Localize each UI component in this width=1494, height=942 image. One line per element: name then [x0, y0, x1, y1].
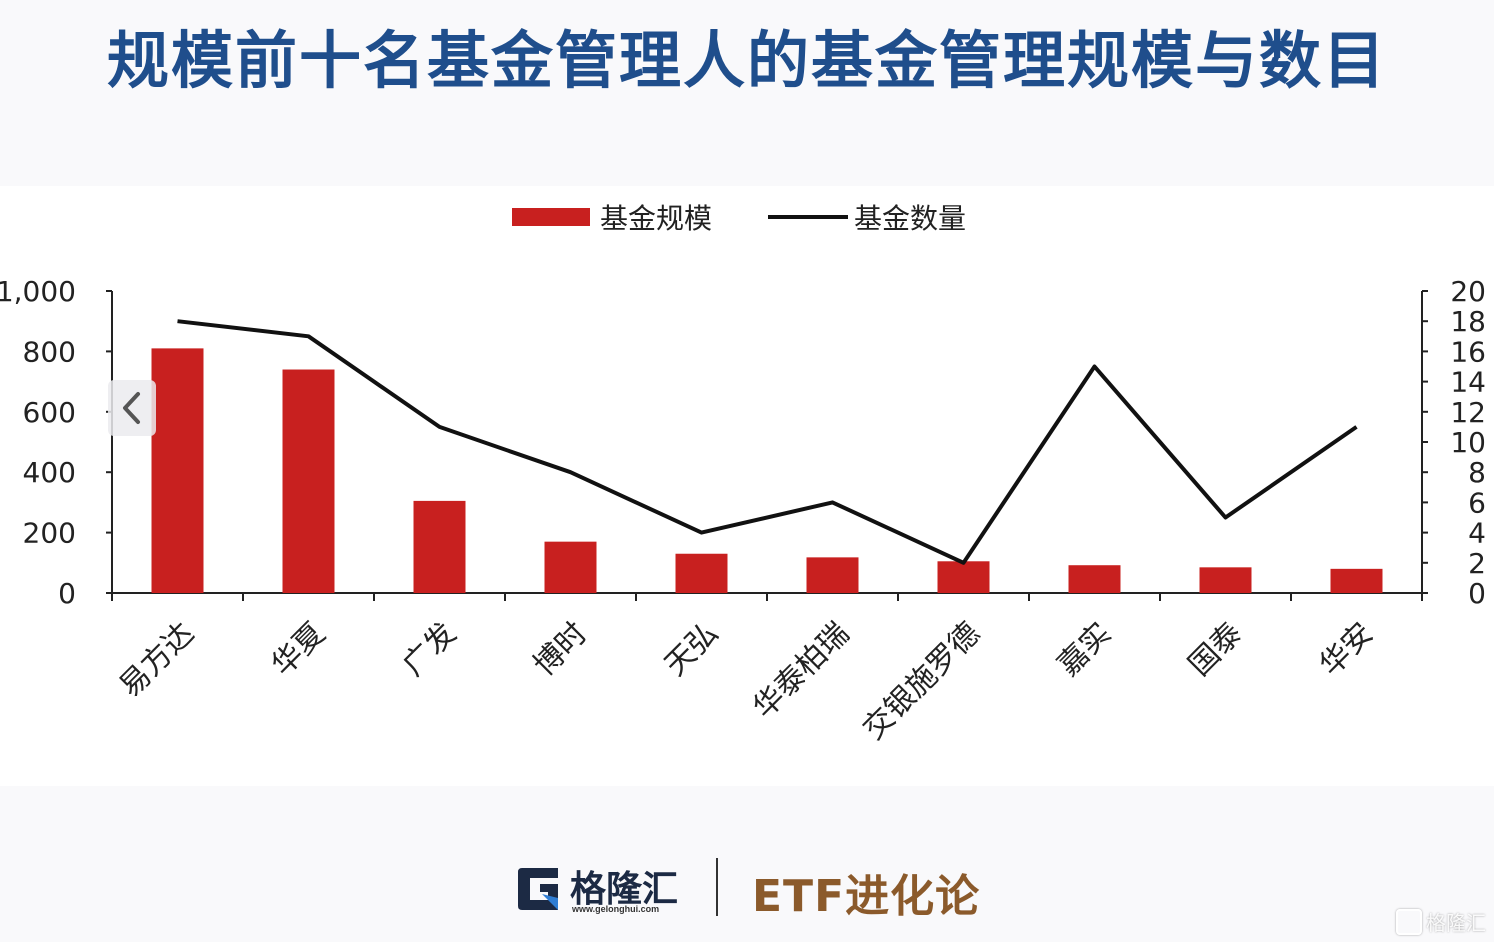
x-axis-category-label: 博时: [527, 616, 594, 683]
gelonghui-logo-icon: [518, 868, 558, 910]
footer-divider: [716, 858, 718, 916]
bar: [1068, 565, 1121, 593]
x-axis-category-label: 华安: [1313, 616, 1380, 683]
chart-line: [177, 319, 1358, 565]
bar: [937, 561, 990, 593]
x-axis-category-label: 嘉实: [1051, 616, 1118, 683]
right-axis-tick-label: 20: [1450, 275, 1486, 308]
bar: [1199, 567, 1252, 593]
chevron-left-icon: [123, 392, 140, 424]
x-axis-category-label: 易方达: [113, 616, 201, 704]
x-axis-category-label: 天弘: [658, 616, 725, 683]
right-axis-tick-label: 12: [1450, 396, 1486, 429]
footer: 格隆汇 www.gelonghui.com ETF进化论: [0, 840, 1494, 940]
bar: [544, 541, 597, 593]
bar: [806, 557, 859, 593]
right-axis-tick-label: 0: [1468, 577, 1486, 610]
chart-legend: 基金规模 基金数量: [512, 202, 966, 235]
bar: [1330, 568, 1383, 593]
line-series: [177, 319, 1358, 565]
legend-label: 基金规模: [600, 202, 712, 235]
right-axis-tick-label: 14: [1450, 366, 1486, 399]
bar: [675, 553, 728, 593]
left-axis-tick-label: 0: [58, 577, 76, 610]
left-axis-tick-label: 400: [23, 456, 76, 489]
chart-panel: [0, 186, 1494, 786]
x-axis-category-label: 广发: [396, 616, 463, 683]
right-axis-tick-label: 8: [1468, 456, 1486, 489]
x-axis-category-label: 华泰柏瑞: [747, 616, 857, 726]
left-axis-tick-label: 600: [23, 396, 76, 429]
watermark-logo-icon: [1396, 908, 1422, 935]
column-name: ETF进化论: [752, 871, 981, 922]
brand-url: www.gelonghui.com: [572, 904, 660, 914]
right-axis-tick-label: 18: [1450, 305, 1486, 338]
bar: [282, 369, 335, 593]
chart-bars: [151, 348, 1383, 593]
right-axis-tick-label: 16: [1450, 335, 1486, 368]
watermark: 格隆汇: [1396, 907, 1486, 936]
legend-label: 基金数量: [854, 202, 966, 235]
watermark-text: 格隆汇: [1426, 911, 1486, 935]
chart-x-labels: 易方达 华夏 广发 博时 天弘 华泰柏瑞 交银施罗德 嘉实 国泰 华安: [113, 616, 1380, 747]
left-axis-tick-label: 1,000: [0, 275, 76, 308]
x-axis-category-label: 交银施罗德: [856, 616, 987, 747]
bar: [413, 500, 466, 593]
previous-slide-button[interactable]: [108, 380, 156, 436]
legend-swatch-bar: [512, 208, 590, 226]
chart: 基金规模 基金数量 02004006008001,0000246810121416…: [0, 202, 1486, 747]
page-title: 规模前十名基金管理人的基金管理规模与数目: [106, 24, 1387, 97]
right-axis-tick-label: 4: [1468, 517, 1486, 550]
right-axis-tick-label: 6: [1468, 486, 1486, 519]
right-axis-tick-label: 10: [1450, 426, 1486, 459]
x-axis-category-label: 华夏: [265, 616, 332, 683]
brand-name: 格隆汇: [570, 869, 679, 910]
left-axis-tick-label: 200: [23, 517, 76, 550]
left-axis-tick-label: 800: [23, 335, 76, 368]
x-axis-category-label: 国泰: [1182, 616, 1249, 683]
right-axis-tick-label: 2: [1468, 547, 1486, 580]
bar: [151, 348, 204, 593]
